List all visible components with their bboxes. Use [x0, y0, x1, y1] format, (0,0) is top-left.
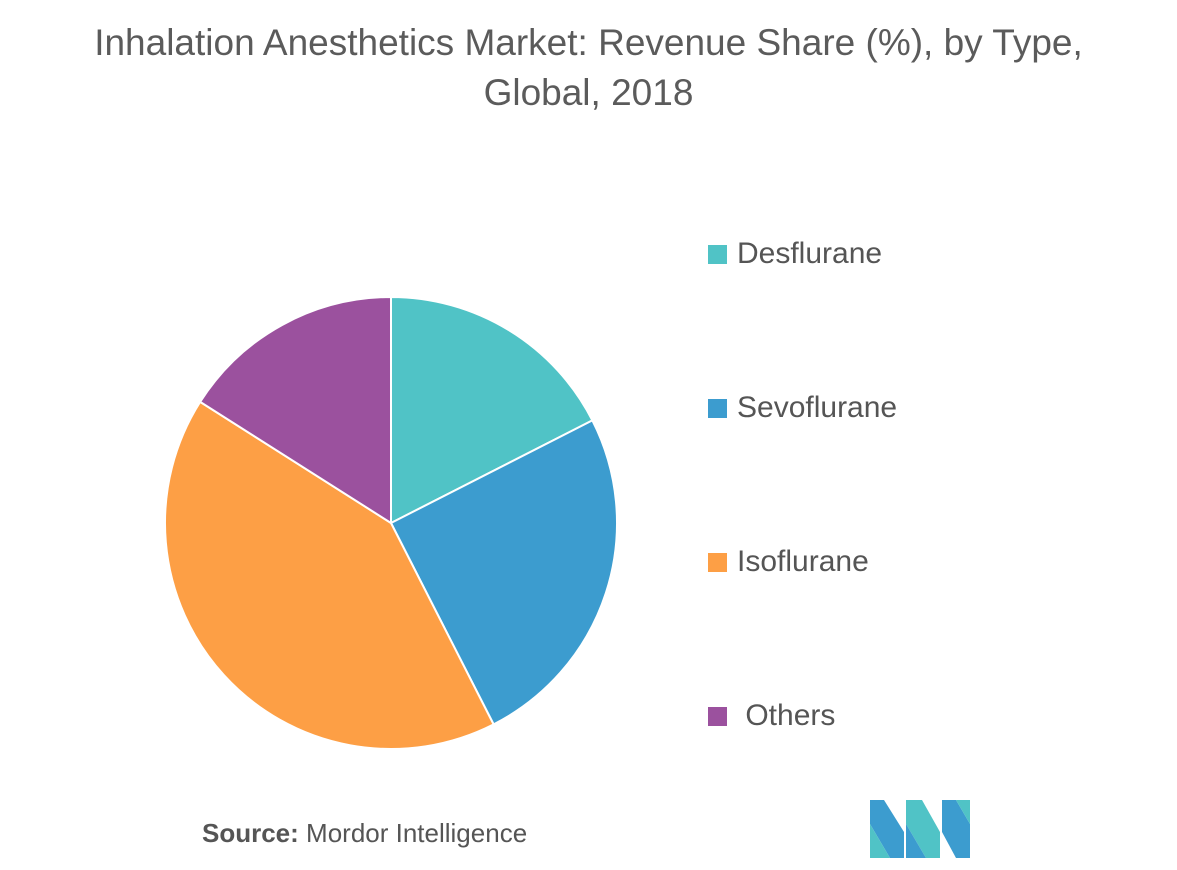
legend-swatch-isoflurane — [708, 552, 727, 572]
legend-swatch-others — [708, 706, 727, 726]
source-prefix: Source: — [202, 818, 299, 848]
logo-shape-right-accent — [956, 800, 970, 824]
mordor-intelligence-logo — [870, 800, 970, 858]
source-text: Mordor Intelligence — [298, 818, 528, 848]
pie-slice-sevoflurane — [390, 419, 618, 726]
logo-shape-right — [942, 800, 970, 858]
chart-title-line-1: Inhalation Anesthetics Market: Revenue S… — [94, 22, 1083, 63]
legend-item-desflurane: Desflurane — [708, 234, 882, 274]
legend-item-sevoflurane: Sevoflurane — [708, 388, 897, 428]
legend-label-isoflurane: Isoflurane — [737, 545, 869, 578]
legend-label-desflurane: Desflurane — [737, 237, 883, 270]
pie-slice-others — [199, 296, 392, 524]
legend-label-others: Others — [737, 699, 836, 732]
logo-shape-left — [870, 800, 904, 858]
logo-shape-middle-accent — [906, 824, 926, 858]
legend-item-others: Others — [708, 696, 835, 736]
legend-swatch-sevoflurane — [708, 398, 727, 418]
source-note: Source: Mordor Intelligence — [202, 818, 527, 849]
chart-title: Inhalation Anesthetics Market: Revenue S… — [0, 18, 1177, 118]
legend-swatch-desflurane — [708, 244, 727, 264]
chart-title-line-2: Global, 2018 — [483, 72, 694, 113]
pie-slice-isoflurane — [164, 400, 495, 750]
legend-label-sevoflurane: Sevoflurane — [737, 391, 898, 424]
legend-item-isoflurane: Isoflurane — [708, 542, 869, 582]
pie-slice-desflurane — [390, 296, 594, 524]
logo-shape-middle — [906, 800, 940, 858]
logo-shape-left-accent — [870, 824, 890, 858]
